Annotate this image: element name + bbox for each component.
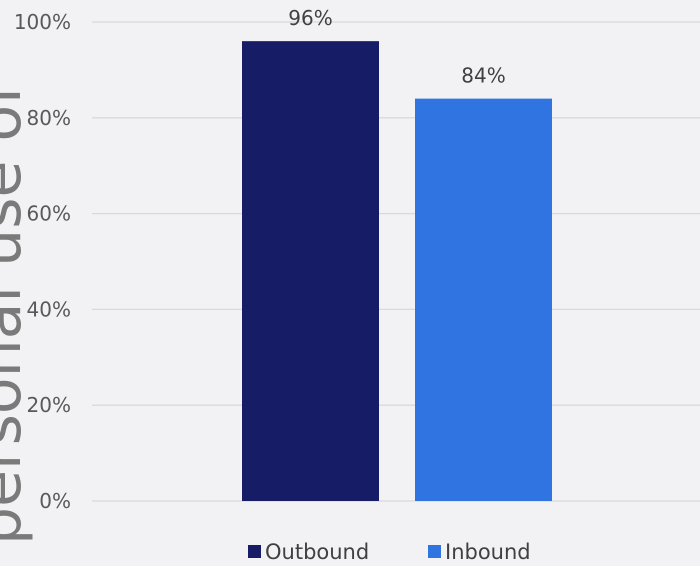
y-axis-ticks: 0% 20% 40% 60% 80% 100% — [14, 10, 71, 513]
legend-label-outbound: Outbound — [265, 540, 369, 564]
data-labels: 96% 84% — [288, 6, 505, 87]
bars — [242, 41, 552, 501]
y-tick-label: 0% — [39, 489, 71, 513]
y-tick-label: 100% — [14, 10, 71, 34]
data-label-inbound: 84% — [461, 64, 505, 88]
y-tick-label: 80% — [27, 106, 71, 130]
legend-swatch-outbound — [248, 545, 261, 558]
data-label-outbound: 96% — [288, 6, 332, 30]
legend-label-inbound: Inbound — [445, 540, 531, 564]
y-axis-label: personal use of — [0, 82, 35, 545]
legend-swatch-inbound — [428, 545, 441, 558]
bar-inbound — [415, 98, 552, 501]
y-tick-label: 60% — [27, 202, 71, 226]
gridlines — [92, 21, 700, 502]
y-tick-label: 40% — [27, 297, 71, 321]
y-tick-label: 20% — [27, 393, 71, 417]
bar-outbound — [242, 41, 379, 501]
legend: Outbound Inbound — [248, 540, 531, 564]
